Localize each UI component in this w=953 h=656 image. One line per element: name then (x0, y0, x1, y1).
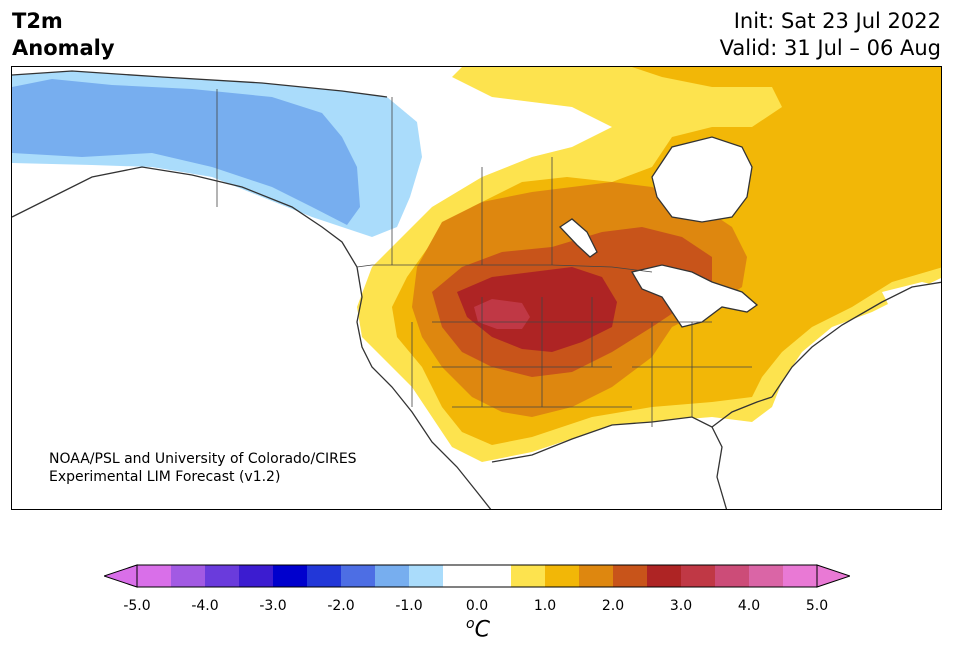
colorbar-border (136, 564, 818, 588)
lake-winnipeg (560, 219, 597, 257)
title-line-1: T2m (12, 9, 63, 33)
colorbar-cell (681, 565, 716, 587)
coastlines (12, 70, 941, 509)
colorbar-cell (613, 565, 648, 587)
colorbar-cell (749, 565, 784, 587)
colorbar-tick-label: 3.0 (669, 598, 693, 614)
colorbar-cells (104, 564, 850, 588)
great-lakes (632, 265, 757, 327)
colorbar-cell (307, 565, 342, 587)
colorbar-tick-label: 5.0 (805, 598, 829, 614)
colorbar-cell (137, 565, 172, 587)
colorbar-cell (545, 565, 580, 587)
title-line-2: Anomaly (12, 36, 115, 60)
init-date: Init: Sat 23 Jul 2022 (733, 9, 941, 33)
colorbar-extend-right (816, 564, 850, 588)
colorbar-cell (409, 565, 444, 587)
gulf-of-st-lawrence (882, 282, 941, 317)
cool-region-inner (12, 79, 360, 225)
colorbar-cell (715, 565, 750, 587)
colorbar-cell (239, 565, 274, 587)
anomaly-map (11, 66, 942, 510)
colorbar (104, 564, 850, 588)
unit-letter: C (474, 617, 490, 643)
gulf-of-mexico (492, 417, 712, 509)
colorbar-cell (443, 565, 478, 587)
colorbar-cell (341, 565, 376, 587)
colorbar-cell (205, 565, 240, 587)
warm-region-6 (474, 299, 530, 329)
colorbar-cell (783, 565, 818, 587)
colorbar-cell (273, 565, 308, 587)
colorbar-cell (647, 565, 682, 587)
colorbar-tick-label: 1.0 (533, 598, 557, 614)
colorbar-tick-label: -2.0 (327, 598, 355, 614)
colorbar-tick-label: -5.0 (123, 598, 151, 614)
colorbar-tick-label: 2.0 (601, 598, 625, 614)
unit-degree-symbol: o (466, 616, 475, 632)
colorbar-cell (477, 565, 512, 587)
credit-line-2: Experimental LIM Forecast (v1.2) (49, 469, 281, 485)
colorbar-tick-label: 0.0 (465, 598, 489, 614)
colorbar-cell (171, 565, 206, 587)
colorbar-cell (511, 565, 546, 587)
colorbar-tick-label: -3.0 (259, 598, 287, 614)
warm-region-5 (457, 267, 617, 352)
colorbar-extend-left (104, 564, 138, 588)
map-canvas (12, 67, 941, 509)
hudson-bay (652, 137, 752, 222)
colorbar-cell (579, 565, 614, 587)
colorbar-tick-label: -4.0 (191, 598, 219, 614)
colorbar-tick-label: -1.0 (395, 598, 423, 614)
credit-line-1: NOAA/PSL and University of Colorado/CIRE… (49, 451, 357, 467)
map-title: T2m Anomaly (12, 8, 115, 62)
political-borders (216, 89, 752, 427)
valid-range: Valid: 31 Jul – 06 Aug (719, 36, 941, 60)
map-credit: NOAA/PSL and University of Colorado/CIRE… (49, 450, 357, 486)
colorbar-unit: oC (466, 616, 490, 642)
forecast-dates: Init: Sat 23 Jul 2022 Valid: 31 Jul – 06… (720, 8, 941, 62)
colorbar-cell (375, 565, 410, 587)
colorbar-tick-label: 4.0 (737, 598, 761, 614)
